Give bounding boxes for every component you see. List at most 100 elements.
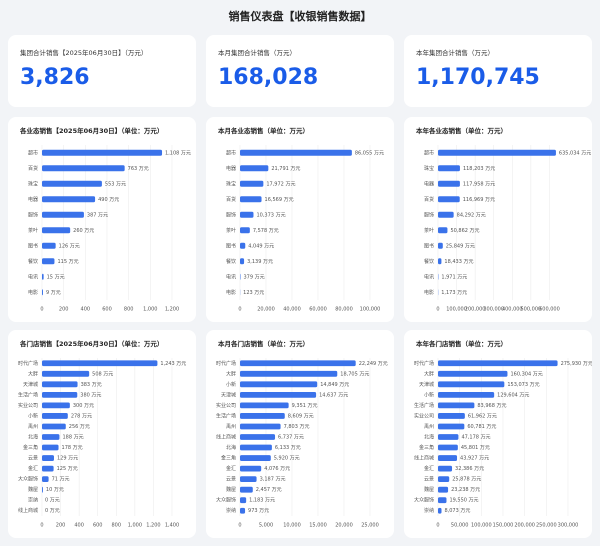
page-title: 销售仪表盘【收银销售数据】 (228, 10, 372, 23)
category-label: 崇纳 (226, 507, 236, 514)
bar (42, 444, 59, 451)
category-label: 百货 (226, 196, 236, 203)
x-tick-label: 25,000 (361, 523, 379, 529)
value-label: 50,862 万元 (450, 228, 479, 234)
x-tick-label: 1,400 (165, 523, 179, 529)
bar (438, 423, 465, 430)
value-label: 14,637 万元 (319, 392, 348, 398)
bar (438, 211, 454, 218)
value-label: 383 万元 (81, 382, 102, 388)
bar-chart: 本年各门店销售（单位：万元） 0 50,000 100,000 150,000 200,0… (414, 339, 592, 529)
value-label: 763 万元 (128, 166, 149, 172)
x-tick-label: 800 (124, 307, 134, 313)
category-label: 魏屋 (28, 486, 38, 493)
bar (42, 289, 43, 296)
value-label: 635,034 万元 (559, 150, 591, 156)
value-label: 129 万元 (57, 456, 78, 462)
value-label: 115 万元 (57, 259, 78, 265)
chart-card: 本年各门店销售（单位：万元） 0 50,000 100,000 150,000 200,0… (404, 330, 592, 538)
bar (438, 370, 508, 377)
category-label: 图书 (28, 242, 38, 249)
value-label: 380 万元 (80, 392, 101, 398)
category-label: 时代广场 (18, 360, 38, 367)
value-label: 84,292 万元 (457, 212, 486, 218)
chart-title: 各门店销售【2025年06月30日】（单位：万元） (19, 339, 163, 348)
value-label: 1,173 万元 (441, 290, 467, 296)
chart-title: 各业态销售【2025年06月30日】（单位：万元） (19, 126, 163, 135)
category-label: 金汇 (424, 465, 434, 472)
category-label: 禹州 (226, 423, 236, 430)
value-label: 188 万元 (62, 435, 83, 441)
chart-card: 各门店销售【2025年06月30日】（单位：万元） 0 200 400 600 800 1,… (8, 330, 196, 538)
kpi-value: 1,170,745 (416, 65, 540, 90)
bar (240, 476, 257, 483)
value-label: 129,604 万元 (497, 392, 529, 398)
x-tick-label: 20,000 (257, 307, 275, 313)
value-label: 45,801 万元 (461, 445, 490, 451)
x-tick-label: 200,000 (465, 307, 486, 313)
value-label: 6,737 万元 (278, 435, 304, 441)
category-label: 魏屋 (226, 486, 236, 493)
bar-chart: 本月各门店销售（单位：万元） 0 5,000 10,000 15,000 20,000 25… (216, 339, 388, 529)
bar-chart: 本月各业态销售（单位：万元） 0 20,000 40,000 60,000 80,000 1… (218, 126, 384, 313)
bar (240, 165, 269, 172)
value-label: 43,927 万元 (460, 456, 489, 462)
value-label: 71 万元 (52, 477, 70, 483)
bar (438, 258, 442, 265)
bar (240, 497, 247, 504)
category-label: 茶叶 (28, 227, 38, 234)
category-label: 图书 (424, 242, 434, 249)
x-tick-label: 1,200 (165, 307, 179, 313)
bar (240, 258, 245, 265)
x-tick-label: 0 (40, 523, 43, 529)
bar (42, 211, 84, 218)
x-tick-label: 60,000 (309, 307, 327, 313)
x-tick-label: 500,000 (521, 307, 542, 313)
value-label: 117,958 万元 (463, 181, 495, 187)
category-label: 金汇 (226, 465, 236, 472)
bar (240, 211, 254, 218)
category-label: 珠宝 (28, 180, 38, 187)
category-label: 大众服饰 (18, 476, 38, 483)
category-label: 生活广场 (18, 391, 38, 398)
bar (240, 242, 246, 249)
value-label: 8,609 万元 (288, 413, 314, 419)
category-label: 大众服饰 (216, 497, 236, 504)
category-label: 天津城 (419, 381, 434, 388)
bar (438, 196, 460, 203)
value-label: 256 万元 (69, 424, 90, 430)
category-label: 实业公司 (216, 402, 236, 409)
x-tick-label: 400,000 (502, 307, 523, 313)
bar (438, 391, 495, 398)
category-label: 小新 (226, 381, 236, 388)
category-label: 电讯 (424, 273, 434, 280)
bar (240, 455, 271, 461)
category-label: 魏屋 (424, 486, 434, 493)
bar (42, 391, 78, 398)
bar (438, 444, 458, 451)
bar (438, 465, 453, 472)
category-label: 线上商城 (414, 455, 434, 462)
category-label: 茶叶 (424, 227, 434, 234)
chart-card: 本月各门店销售（单位：万元） 0 5,000 10,000 15,000 20,000 25… (206, 330, 394, 538)
category-label: 实业公司 (18, 402, 38, 409)
value-label: 508 万元 (92, 371, 113, 377)
bar (240, 413, 285, 419)
value-label: 9 万元 (46, 290, 61, 296)
bar (438, 507, 442, 514)
category-label: 北海 (226, 444, 236, 451)
bar (240, 391, 317, 398)
x-tick-label: 300,000 (483, 307, 504, 313)
category-label: 金三角 (419, 444, 434, 451)
value-label: 387 万元 (87, 212, 108, 218)
bar (42, 273, 44, 280)
value-label: 490 万元 (98, 197, 119, 203)
value-label: 10 万元 (46, 487, 64, 493)
bar (42, 360, 158, 367)
bar (240, 370, 338, 377)
x-tick-label: 0 (40, 307, 43, 313)
category-label: 时代广场 (216, 360, 236, 367)
value-label: 18,433 万元 (444, 259, 473, 265)
value-label: 2,457 万元 (256, 487, 282, 493)
x-tick-label: 300,000 (558, 523, 579, 529)
